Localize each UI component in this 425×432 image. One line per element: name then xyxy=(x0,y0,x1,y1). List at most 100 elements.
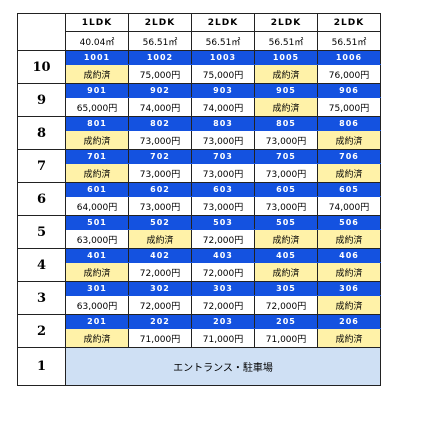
room-number: 601 xyxy=(65,182,129,197)
room-rent: 72,000円 xyxy=(128,295,192,315)
room-rent: 73,000円 xyxy=(128,196,192,216)
room-rent: 65,000円 xyxy=(65,97,129,117)
room-rent: 73,000円 xyxy=(128,130,192,150)
room-number: 805 xyxy=(254,116,318,131)
room-rent: 73,000円 xyxy=(254,196,318,216)
room-price-row: 成約済 71,000円 71,000円 71,000円 成約済 xyxy=(18,328,381,348)
room-availability-table: 1LDK 2LDK 2LDK 2LDK 2LDK 40.04㎡ 56.51㎡ 56.51㎡ 56… xyxy=(17,13,381,386)
room-status-sold: 成約済 xyxy=(65,262,129,282)
room-number: 303 xyxy=(191,281,255,296)
room-number: 1003 xyxy=(191,50,255,65)
room-rent: 71,000円 xyxy=(254,328,318,348)
unit-type-header: 2LDK xyxy=(254,13,318,32)
room-number: 205 xyxy=(254,314,318,329)
room-number: 605 xyxy=(317,182,381,197)
room-number: 1002 xyxy=(128,50,192,65)
room-price-row: 65,000円 74,000円 74,000円 成約済 75,000円 xyxy=(18,97,381,117)
room-status-sold: 成約済 xyxy=(317,295,381,315)
room-rent: 63,000円 xyxy=(65,295,129,315)
room-number: 905 xyxy=(254,83,318,98)
room-number: 806 xyxy=(317,116,381,131)
floor-label: 5 xyxy=(17,215,66,249)
room-number: 605 xyxy=(254,182,318,197)
room-number: 702 xyxy=(128,149,192,164)
room-rent: 72,000円 xyxy=(191,262,255,282)
room-rent: 75,000円 xyxy=(128,64,192,84)
room-number-row: 10 1001 1002 1003 1005 1006 xyxy=(17,50,381,84)
room-rent: 76,000円 xyxy=(317,64,381,84)
room-number: 803 xyxy=(191,116,255,131)
room-number: 206 xyxy=(317,314,381,329)
room-number: 402 xyxy=(128,248,192,263)
room-status-sold: 成約済 xyxy=(317,328,381,348)
room-status-sold: 成約済 xyxy=(254,262,318,282)
room-number-row: 9 901 902 903 905 906 xyxy=(17,83,381,117)
unit-type-header: 2LDK xyxy=(317,13,381,32)
room-number: 705 xyxy=(254,149,318,164)
floor-label: 4 xyxy=(17,248,66,282)
unit-area-header: 56.51㎡ xyxy=(254,31,318,51)
room-number-row: 5 501 502 503 505 506 xyxy=(17,215,381,249)
corner-cell xyxy=(17,13,66,51)
room-rent: 73,000円 xyxy=(254,130,318,150)
floor-label: 8 xyxy=(17,116,66,150)
room-rent: 74,000円 xyxy=(191,97,255,117)
floor-label: 2 xyxy=(17,314,66,348)
room-number: 706 xyxy=(317,149,381,164)
unit-area-header: 56.51㎡ xyxy=(317,31,381,51)
room-number: 503 xyxy=(191,215,255,230)
room-number: 401 xyxy=(65,248,129,263)
floor-label: 7 xyxy=(17,149,66,183)
room-status-sold: 成約済 xyxy=(65,328,129,348)
room-price-row: 63,000円 成約済 72,000円 成約済 成約済 xyxy=(18,229,381,249)
unit-area-header: 56.51㎡ xyxy=(191,31,255,51)
ground-floor-row: 1 エントランス・駐車場 xyxy=(17,347,381,386)
room-price-row: 成約済 73,000円 73,000円 73,000円 成約済 xyxy=(18,163,381,183)
room-number-row: 8 801 802 803 805 806 xyxy=(17,116,381,150)
room-number: 902 xyxy=(128,83,192,98)
floor-label: 6 xyxy=(17,182,66,216)
room-number: 901 xyxy=(65,83,129,98)
room-number: 302 xyxy=(128,281,192,296)
unit-type-header: 2LDK xyxy=(191,13,255,32)
room-status-sold: 成約済 xyxy=(317,262,381,282)
room-rent: 73,000円 xyxy=(254,163,318,183)
room-number: 903 xyxy=(191,83,255,98)
unit-type-row: 1LDK 2LDK 2LDK 2LDK 2LDK xyxy=(17,13,381,51)
room-number: 602 xyxy=(128,182,192,197)
room-rent: 75,000円 xyxy=(317,97,381,117)
room-number: 801 xyxy=(65,116,129,131)
room-rent: 73,000円 xyxy=(128,163,192,183)
table-body: 1LDK 2LDK 2LDK 2LDK 2LDK 40.04㎡ 56.51㎡ 56.51㎡ 56… xyxy=(17,13,381,386)
room-number: 1005 xyxy=(254,50,318,65)
room-price-row: 64,000円 73,000円 73,000円 73,000円 74,000円 xyxy=(18,196,381,216)
room-number: 906 xyxy=(317,83,381,98)
room-rent: 71,000円 xyxy=(128,328,192,348)
room-rent: 73,000円 xyxy=(191,163,255,183)
room-price-row: 成約済 73,000円 73,000円 73,000円 成約済 xyxy=(18,130,381,150)
floor-label: 1 xyxy=(17,347,66,386)
room-number: 1006 xyxy=(317,50,381,65)
room-number: 403 xyxy=(191,248,255,263)
room-status-sold: 成約済 xyxy=(317,163,381,183)
room-number-row: 7 701 702 703 705 706 xyxy=(17,149,381,183)
room-rent: 72,000円 xyxy=(191,229,255,249)
room-number: 506 xyxy=(317,215,381,230)
room-number: 305 xyxy=(254,281,318,296)
room-status-sold: 成約済 xyxy=(317,130,381,150)
room-number-row: 6 601 602 603 605 605 xyxy=(17,182,381,216)
room-price-row: 成約済 75,000円 75,000円 成約済 76,000円 xyxy=(18,64,381,84)
room-number-row: 3 301 302 303 305 306 xyxy=(17,281,381,315)
room-number-row: 2 201 202 203 205 206 xyxy=(17,314,381,348)
room-rent: 74,000円 xyxy=(128,97,192,117)
room-number: 701 xyxy=(65,149,129,164)
room-rent: 72,000円 xyxy=(191,295,255,315)
room-status-sold: 成約済 xyxy=(254,97,318,117)
room-number: 703 xyxy=(191,149,255,164)
room-number: 505 xyxy=(254,215,318,230)
room-rent: 74,000円 xyxy=(317,196,381,216)
room-rent: 72,000円 xyxy=(128,262,192,282)
room-number: 501 xyxy=(65,215,129,230)
room-status-sold: 成約済 xyxy=(65,130,129,150)
room-number: 201 xyxy=(65,314,129,329)
